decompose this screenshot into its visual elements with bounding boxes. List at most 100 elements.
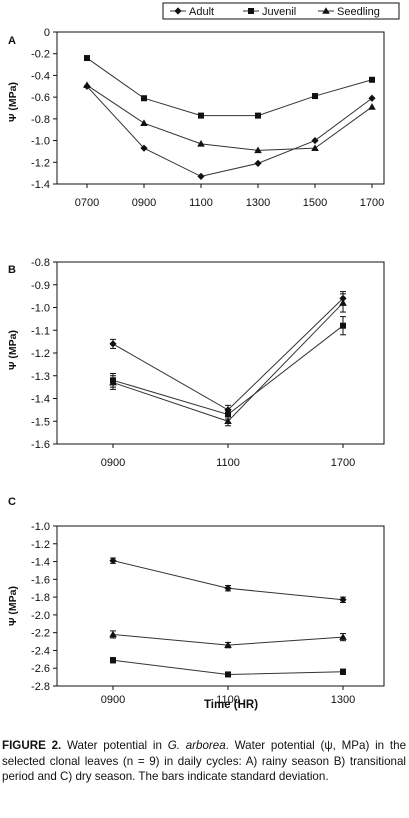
- data-point: [109, 378, 117, 386]
- y-tick-label: -2.0: [31, 610, 50, 622]
- x-tick-label: 1100: [189, 197, 213, 209]
- y-tick-label: -1.0: [31, 521, 50, 533]
- legend-marker: [174, 7, 182, 15]
- series-line: [86, 84, 373, 151]
- data-point: [311, 136, 319, 145]
- data-point: [255, 112, 261, 119]
- x-tick-label: 0700: [75, 197, 99, 209]
- series-seedling: [109, 293, 347, 427]
- data-point: [340, 668, 346, 675]
- panel-a: A 0 -0.2 -0.4 -0.6 -0.8 -1.0 -1.2 -1.4 0700 0900 11…: [7, 2, 400, 209]
- data-point: [109, 340, 117, 348]
- legend-label: Adult: [189, 6, 214, 18]
- series-line: [112, 298, 344, 411]
- y-tick-label: -1.8: [31, 592, 50, 604]
- x-tick-label: 1700: [331, 457, 355, 469]
- data-point: [339, 299, 347, 306]
- series-adult: [109, 291, 347, 415]
- data-point: [339, 596, 347, 604]
- x-tick-label: 1300: [246, 197, 270, 209]
- caption-text-1: Water potential in: [61, 739, 168, 752]
- caption-species: G. arborea: [167, 739, 226, 752]
- series-seedling: [109, 630, 347, 649]
- y-tick-label: -1.5: [31, 416, 50, 428]
- data-point: [224, 584, 232, 592]
- figure-caption: FIGURE 2. Water potential in G. arborea.…: [2, 738, 406, 785]
- y-tick-label: -2.2: [31, 628, 50, 640]
- data-point: [369, 76, 375, 83]
- plot-frame: [56, 261, 385, 445]
- data-point: [311, 144, 319, 151]
- series-line: [112, 302, 344, 422]
- y-tick-label: -1.0: [31, 136, 50, 148]
- y-tick-label: -0.8: [31, 114, 50, 126]
- y-tick-label: -2.4: [31, 645, 50, 657]
- y-tick-label: -0.8: [31, 257, 50, 269]
- series-juvenil: [110, 657, 346, 678]
- y-tick-label: -1.4: [31, 557, 50, 569]
- series-line: [86, 57, 373, 117]
- data-point: [368, 94, 376, 102]
- data-point: [140, 144, 148, 152]
- series-line: [86, 85, 373, 177]
- data-point: [83, 81, 91, 88]
- x-tick-label: 1100: [216, 694, 240, 706]
- series-seedling: [83, 81, 376, 154]
- data-point: [225, 411, 231, 418]
- y-tick-label: -1.2: [31, 539, 50, 551]
- y-tick-label: -1.2: [31, 157, 50, 169]
- y-axis-label: Ψ (MPa): [7, 586, 19, 626]
- data-point: [198, 112, 204, 119]
- y-tick-label: -0.6: [31, 92, 50, 104]
- series-adult: [109, 557, 347, 604]
- series-line: [112, 560, 344, 601]
- legend: Adult Juvenil Seedling: [162, 2, 400, 20]
- y-tick-label: -1.6: [31, 439, 50, 451]
- data-point: [141, 95, 147, 102]
- y-tick-label: -1.2: [31, 348, 50, 360]
- panel-label: A: [8, 35, 16, 47]
- x-tick-label: 1300: [331, 694, 355, 706]
- legend-box: [162, 2, 400, 20]
- y-tick-label: -1.1: [31, 325, 50, 337]
- x-tick-label: 0900: [132, 197, 156, 209]
- data-point: [340, 322, 346, 329]
- data-point: [109, 630, 117, 638]
- x-tick-label: 1700: [360, 197, 384, 209]
- series-juvenil: [110, 316, 346, 420]
- data-point: [224, 641, 232, 648]
- y-tick-label: -1.4: [31, 394, 50, 406]
- data-point: [110, 657, 116, 664]
- data-point: [197, 140, 205, 147]
- legend-label: Juvenil: [262, 6, 296, 18]
- y-tick-label: -2.6: [31, 663, 50, 675]
- y-tick-label: -0.2: [31, 49, 50, 61]
- y-tick-label: -2.8: [31, 681, 50, 693]
- data-point: [254, 146, 262, 154]
- panel-label: B: [8, 264, 16, 276]
- y-axis-label: Ψ (MPa): [7, 82, 19, 122]
- x-axis-label: Time (HR): [204, 699, 258, 711]
- panel-b: B -0.8 -0.9 -1.0 -1.1 -1.2 -1.3 -1.4 -1.5 -1.6 090…: [7, 257, 385, 469]
- data-point: [339, 633, 347, 640]
- y-axis-label: Ψ (MPa): [7, 330, 19, 370]
- series-juvenil: [84, 55, 375, 119]
- data-point: [254, 159, 262, 167]
- y-tick-label: 0: [44, 27, 50, 39]
- legend-marker: [248, 8, 254, 14]
- y-tick-label: -1.3: [31, 371, 50, 383]
- data-point: [197, 172, 205, 180]
- data-point: [225, 671, 231, 678]
- y-tick-label: -1.4: [31, 179, 50, 191]
- panel-c: C -1.0 -1.2 -1.4 -1.6 -1.8 -2.0 -2.2 -2.4 -2.6 -2.…: [7, 496, 385, 706]
- y-tick-label: -1.6: [31, 574, 50, 586]
- y-tick-label: -0.4: [31, 70, 50, 82]
- caption-label: FIGURE 2.: [2, 739, 62, 752]
- caption-text-2: . Water potential (ψ, MPa) in the select…: [2, 739, 407, 783]
- data-point: [368, 103, 376, 110]
- data-point: [109, 557, 117, 565]
- data-point: [84, 55, 90, 62]
- legend-label: Seedling: [337, 6, 380, 18]
- data-point: [224, 417, 232, 425]
- y-tick-label: -0.9: [31, 280, 50, 292]
